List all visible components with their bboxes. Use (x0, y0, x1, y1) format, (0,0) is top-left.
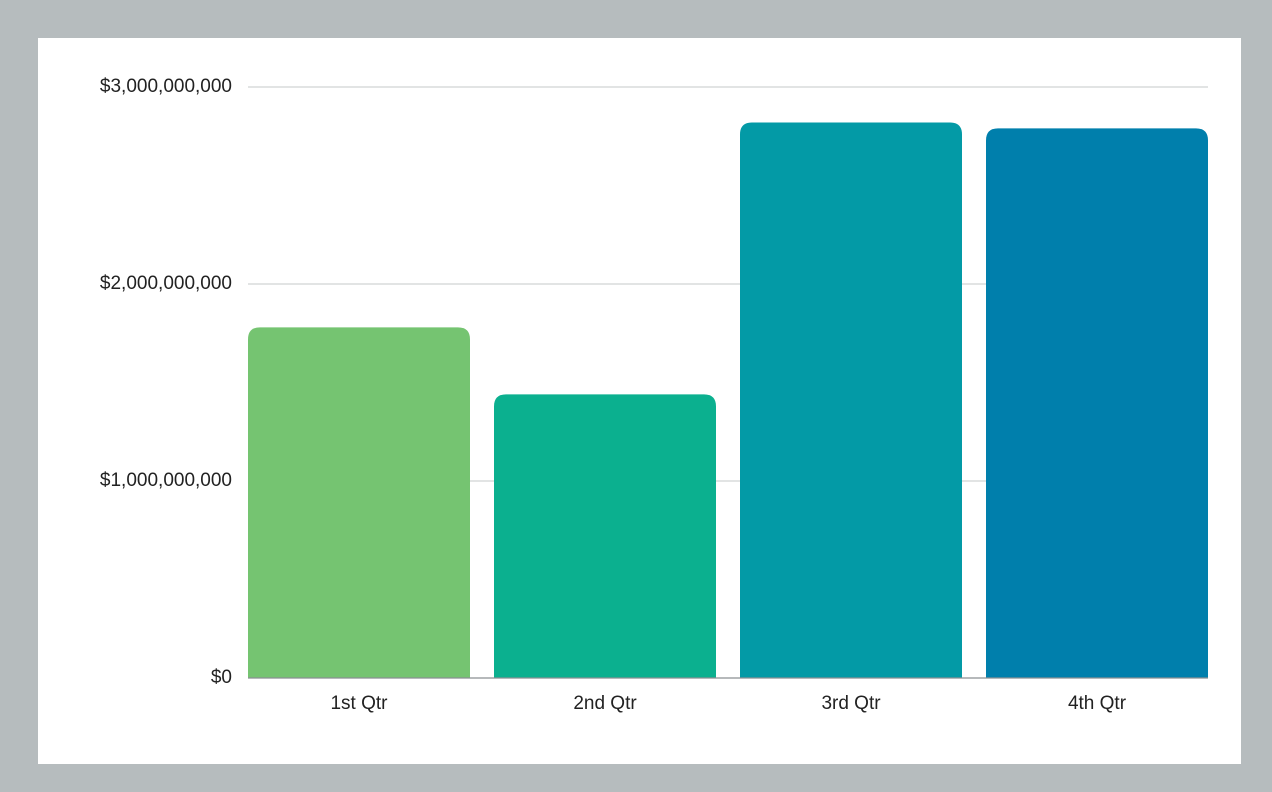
y-tick-label: $1,000,000,000 (100, 470, 232, 491)
x-tick-label: 2nd Qtr (573, 693, 637, 714)
x-tick-label: 4th Qtr (1068, 693, 1127, 714)
y-tick-label: $2,000,000,000 (100, 273, 232, 294)
y-tick-label: $0 (211, 667, 232, 688)
y-tick-label: $3,000,000,000 (100, 76, 232, 97)
bar (986, 128, 1208, 678)
x-tick-label: 1st Qtr (330, 693, 388, 714)
x-tick-label: 3rd Qtr (821, 693, 881, 714)
bar (248, 327, 470, 678)
bar (494, 394, 716, 678)
bar (740, 122, 962, 678)
